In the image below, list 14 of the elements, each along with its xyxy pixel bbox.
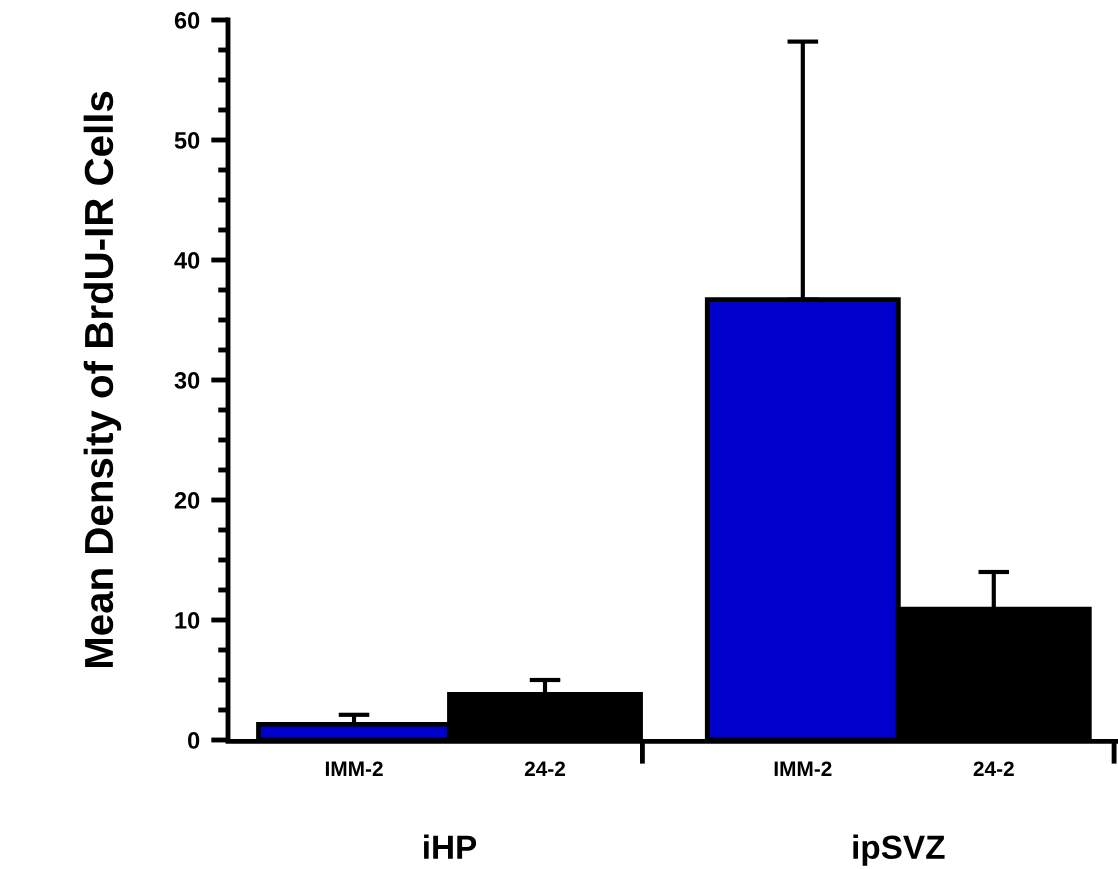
y-tick-label: 30 [174,372,200,389]
x-tick-label: 24-2 [524,761,566,776]
y-tick-label: 0 [188,732,200,749]
y-tick-label: 20 [174,492,200,509]
y-tick-label: 10 [175,612,200,629]
y-tick-label: 50 [174,132,200,149]
x-tick-label: IMM-2 [774,761,832,776]
y-axis-title: Mean Density of BrdU-IR Cells [83,91,122,668]
text: iHP [424,834,477,859]
y-tick-label: 40 [174,252,200,269]
x-tick-label: 24-2 [973,761,1014,776]
x-tick-label: IMM-2 [325,761,383,776]
y-tick-label: 60 [174,12,200,29]
text: ipSVZ [853,834,945,866]
